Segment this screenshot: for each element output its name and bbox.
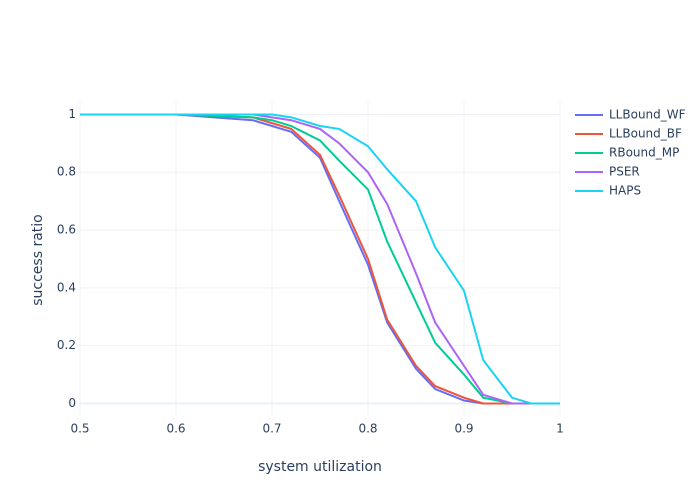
x-tick-label: 0.9 — [454, 422, 473, 436]
y-tick-label: 0 — [68, 396, 76, 410]
legend-label: HAPS — [609, 184, 641, 198]
data-line — [80, 113, 560, 405]
y-tick-label: 0.2 — [57, 338, 76, 352]
data-line — [80, 113, 560, 405]
y-axis-title: success ratio — [30, 214, 46, 306]
x-axis-title: system utilization — [258, 459, 382, 475]
x-tick-label: 0.6 — [166, 422, 185, 436]
legend-label: LLBound_BF — [609, 127, 682, 141]
legend-label: PSER — [609, 165, 640, 179]
data-line — [80, 113, 560, 405]
x-tick-label: 1 — [556, 422, 564, 436]
data-line — [80, 113, 560, 405]
data-line — [80, 113, 560, 405]
legend-label: RBound_MP — [609, 146, 679, 160]
x-tick-label: 0.5 — [70, 422, 89, 436]
y-tick-label: 1 — [68, 107, 76, 121]
x-tick-label: 0.7 — [262, 422, 281, 436]
y-tick-label: 0.4 — [57, 280, 76, 294]
y-tick-label: 0.8 — [57, 165, 76, 179]
legend-label: LLBound_WF — [609, 108, 686, 122]
y-tick-label: 0.6 — [57, 223, 76, 237]
x-tick-label: 0.8 — [358, 422, 377, 436]
